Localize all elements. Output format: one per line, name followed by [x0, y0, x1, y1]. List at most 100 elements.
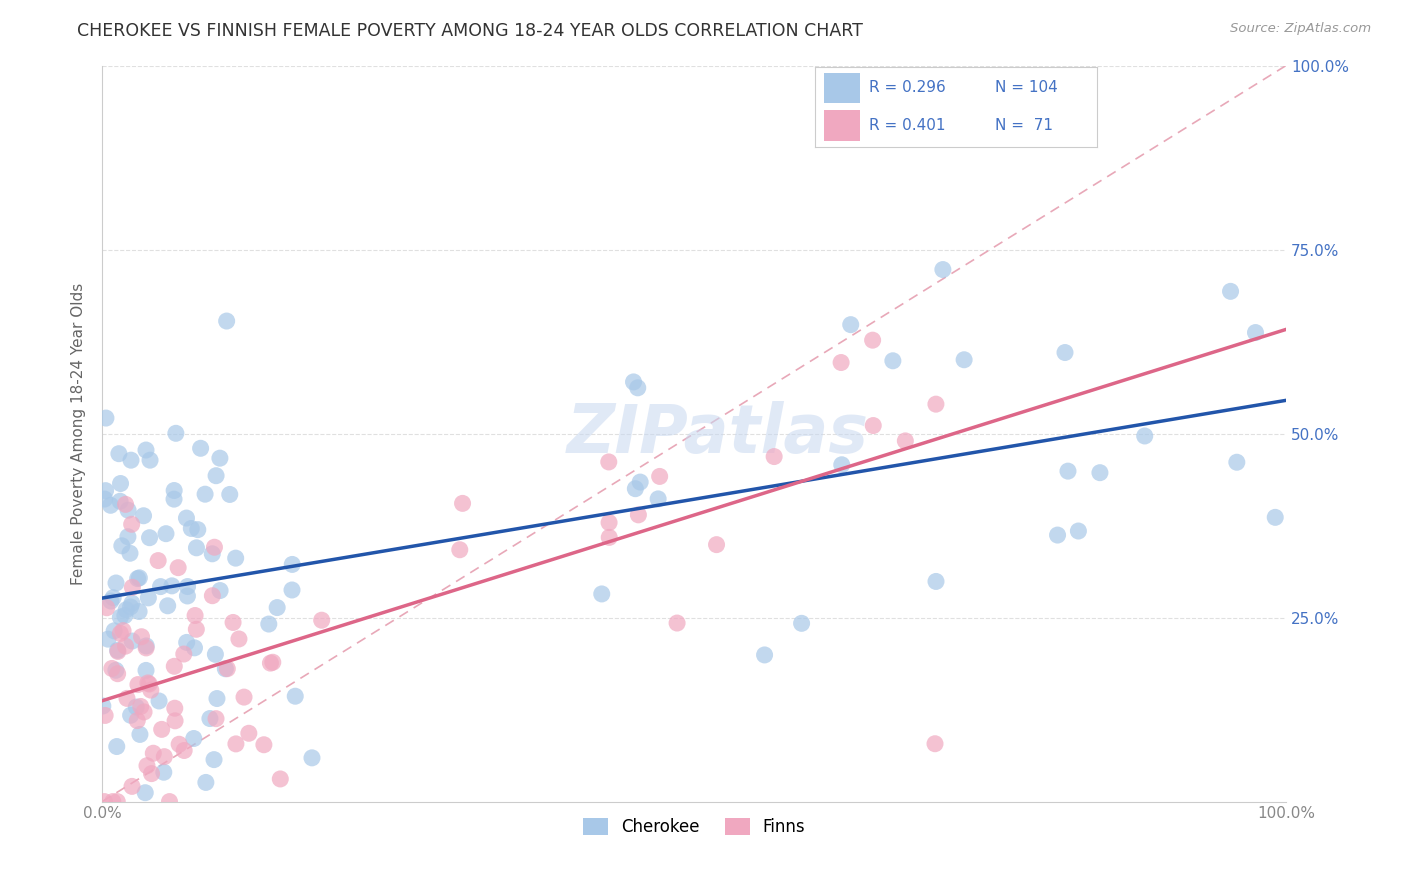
Point [208, 451, 231, 466]
Point [110, 626, 132, 640]
Point [666, 615, 689, 630]
Point [120, 599, 142, 614]
Point [186, 541, 208, 555]
Point [97, 632, 120, 647]
Point [128, 571, 150, 585]
Point [262, 655, 284, 669]
Point [627, 508, 650, 522]
Point [228, 632, 250, 646]
Point [1057, 464, 1080, 478]
Text: N = 104: N = 104 [995, 80, 1059, 95]
Point [862, 418, 884, 433]
Point [134, 786, 156, 800]
Point [194, 775, 217, 789]
Point [204, 648, 226, 662]
Point [135, 640, 157, 655]
Point [135, 664, 157, 678]
Point [183, 731, 205, 746]
Point [180, 521, 202, 535]
Point [1219, 285, 1241, 299]
Point [186, 622, 208, 636]
Point [163, 701, 186, 715]
Point [1133, 429, 1156, 443]
Point [156, 599, 179, 613]
Point [925, 397, 948, 411]
Point [94, 708, 117, 723]
Point [173, 743, 195, 757]
Point [184, 608, 207, 623]
Point [115, 691, 138, 706]
Point [114, 608, 136, 623]
Point [117, 530, 139, 544]
Point [107, 666, 129, 681]
Point [142, 746, 165, 760]
Point [205, 712, 228, 726]
Text: Source: ZipAtlas.com: Source: ZipAtlas.com [1230, 22, 1371, 36]
Point [706, 538, 728, 552]
Point [205, 468, 228, 483]
Point [257, 617, 280, 632]
Point [101, 795, 124, 809]
FancyBboxPatch shape [824, 72, 860, 103]
Point [194, 487, 217, 501]
Point [108, 494, 131, 508]
Point [190, 442, 212, 456]
Point [138, 531, 160, 545]
Point [114, 639, 136, 653]
Point [127, 572, 149, 586]
Point [238, 726, 260, 740]
Point [253, 738, 276, 752]
Point [202, 753, 225, 767]
Point [183, 640, 205, 655]
Point [1053, 345, 1076, 359]
Point [932, 262, 955, 277]
Point [107, 644, 129, 658]
Point [138, 591, 160, 605]
Point [451, 496, 474, 510]
Point [139, 683, 162, 698]
Point [215, 314, 238, 328]
Point [1244, 326, 1267, 340]
Point [281, 558, 304, 572]
Point [449, 542, 471, 557]
Point [266, 600, 288, 615]
Point [101, 661, 124, 675]
Point [209, 583, 232, 598]
Point [259, 656, 281, 670]
Point [176, 589, 198, 603]
Point [121, 780, 143, 794]
Point [628, 475, 651, 489]
Point [204, 541, 226, 555]
Point [150, 723, 173, 737]
Point [100, 498, 122, 512]
Point [121, 580, 143, 594]
Point [96, 600, 118, 615]
Point [112, 624, 135, 638]
Point [93, 795, 115, 809]
Point [146, 553, 169, 567]
Point [201, 589, 224, 603]
Point [132, 508, 155, 523]
Point [281, 582, 304, 597]
Point [839, 318, 862, 332]
Point [598, 516, 620, 530]
Text: N =  71: N = 71 [995, 118, 1053, 133]
Point [139, 453, 162, 467]
Point [1067, 524, 1090, 538]
Point [127, 714, 149, 728]
Point [167, 560, 190, 574]
Point [790, 616, 813, 631]
Point [176, 580, 198, 594]
Point [121, 517, 143, 532]
Point [167, 737, 190, 751]
Point [153, 749, 176, 764]
Point [128, 605, 150, 619]
Point [105, 576, 128, 591]
Point [104, 663, 127, 677]
Point [141, 766, 163, 780]
Point [136, 758, 159, 772]
Point [149, 580, 172, 594]
Point [598, 530, 620, 544]
Point [101, 591, 124, 605]
Point [129, 727, 152, 741]
